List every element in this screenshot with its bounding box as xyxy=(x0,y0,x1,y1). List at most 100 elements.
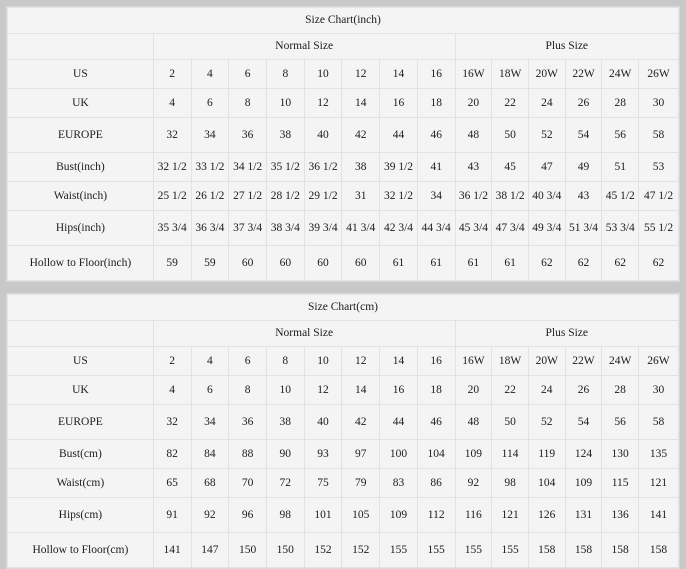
cell: 2 xyxy=(152,346,192,376)
cell: 50 xyxy=(491,404,529,440)
cell: 100 xyxy=(379,439,418,469)
cell: 22W xyxy=(564,346,603,376)
cell: 61 xyxy=(491,245,529,281)
cell: 44 3/4 xyxy=(416,210,456,246)
cell: 41 xyxy=(416,152,456,182)
cell: 16 xyxy=(416,346,456,376)
cell: 42 xyxy=(341,117,381,153)
cell: 136 xyxy=(601,497,639,533)
cell: 26W xyxy=(637,346,680,376)
cell: 34 1/2 xyxy=(228,152,267,182)
cell: 53 xyxy=(638,152,679,182)
cell: 109 xyxy=(379,497,418,533)
cell: 10 xyxy=(303,346,343,376)
cell: 49 3/4 xyxy=(527,210,566,246)
table-row: UK 4 6 8 10 12 14 16 18 20 22 24 26 28 3… xyxy=(7,375,680,405)
cell: 158 xyxy=(564,532,603,568)
cell: 6 xyxy=(190,88,230,118)
row-label-bust: Bust(inch) xyxy=(7,152,154,182)
cell: 8 xyxy=(265,346,305,376)
table-row: UK 4 6 8 10 12 14 16 18 20 22 24 26 28 3… xyxy=(7,88,679,118)
cell: 24W xyxy=(601,59,640,89)
cell: 38 xyxy=(265,117,305,153)
cell: 22 xyxy=(491,375,529,405)
cell: 12 xyxy=(303,88,343,118)
cell: 16 xyxy=(379,375,418,405)
size-chart-inch: Size Chart(inch) Normal Size Plus Size U… xyxy=(6,6,680,282)
cell: 147 xyxy=(190,532,230,568)
cell: 116 xyxy=(454,497,493,533)
cell: 45 xyxy=(491,152,529,182)
table-row: Hips(cm) 91 92 96 98 101 105 109 112 116… xyxy=(7,497,680,533)
cell: 54 xyxy=(564,117,603,153)
cell: 65 xyxy=(152,468,192,498)
cell: 47 3/4 xyxy=(491,210,529,246)
cell: 29 1/2 xyxy=(303,181,343,211)
cell: 105 xyxy=(341,497,381,533)
cell: 50 xyxy=(491,117,529,153)
row-label-waist: Waist(cm) xyxy=(7,468,154,498)
cell: 24W xyxy=(601,346,639,376)
cell: 26 1/2 xyxy=(190,181,230,211)
cell: 8 xyxy=(228,88,267,118)
cell: 155 xyxy=(379,532,418,568)
cell: 28 xyxy=(601,375,639,405)
cell: 51 3/4 xyxy=(564,210,603,246)
cell: 33 1/2 xyxy=(190,152,230,182)
cell: 62 xyxy=(564,245,603,281)
cell: 16W xyxy=(454,59,493,89)
cell: 12 xyxy=(341,59,381,89)
cell: 47 1/2 xyxy=(638,181,679,211)
group-corner-inch xyxy=(7,33,154,60)
cell: 14 xyxy=(341,375,381,405)
cell: 152 xyxy=(303,532,343,568)
row-label-uk: UK xyxy=(7,375,154,405)
cell: 98 xyxy=(265,497,305,533)
cell: 61 xyxy=(379,245,418,281)
size-chart-page: Size Chart(inch) Normal Size Plus Size U… xyxy=(6,6,680,569)
cell: 124 xyxy=(564,439,603,469)
size-table-inch: Size Chart(inch) Normal Size Plus Size U… xyxy=(7,7,680,281)
cell: 131 xyxy=(564,497,603,533)
cell: 32 xyxy=(152,404,192,440)
cell: 28 xyxy=(601,88,640,118)
cell: 121 xyxy=(491,497,529,533)
group-header-row: Normal Size Plus Size xyxy=(7,320,680,347)
chart-title-cm: Size Chart(cm) xyxy=(7,294,679,321)
cell: 4 xyxy=(190,59,230,89)
cell: 8 xyxy=(265,59,305,89)
cell: 32 xyxy=(152,117,192,153)
row-label-us: US xyxy=(7,346,154,376)
group-normal-size-inch: Normal Size xyxy=(152,33,456,60)
cell: 150 xyxy=(265,532,305,568)
cell: 62 xyxy=(527,245,566,281)
cell: 152 xyxy=(341,532,381,568)
row-label-hips: Hips(inch) xyxy=(7,210,154,246)
table-row: Waist(cm) 65 68 70 72 75 79 83 86 92 98 … xyxy=(7,468,680,498)
cell: 24 xyxy=(527,88,566,118)
cell: 6 xyxy=(228,346,267,376)
cell: 32 1/2 xyxy=(379,181,418,211)
cell: 158 xyxy=(527,532,566,568)
chart-title-inch: Size Chart(inch) xyxy=(7,7,679,34)
row-label-europe: EUROPE xyxy=(7,117,154,153)
table-row: Bust(cm) 82 84 88 90 93 97 100 104 109 1… xyxy=(7,439,680,469)
cell: 26W xyxy=(638,59,679,89)
cell: 98 xyxy=(491,468,529,498)
table-row: Waist(inch) 25 1/2 26 1/2 27 1/2 28 1/2 … xyxy=(7,181,679,211)
cell: 155 xyxy=(416,532,456,568)
cell: 115 xyxy=(601,468,639,498)
cell: 6 xyxy=(228,59,267,89)
group-plus-size-cm: Plus Size xyxy=(454,320,680,347)
cell: 35 1/2 xyxy=(265,152,305,182)
cell: 46 xyxy=(416,117,456,153)
cell: 45 1/2 xyxy=(601,181,640,211)
cell: 4 xyxy=(152,88,192,118)
cell: 44 xyxy=(379,117,418,153)
cell: 51 xyxy=(601,152,640,182)
cell: 26 xyxy=(564,375,603,405)
cell: 40 xyxy=(303,404,343,440)
cell: 158 xyxy=(637,532,680,568)
cell: 59 xyxy=(152,245,192,281)
cell: 48 xyxy=(454,404,493,440)
